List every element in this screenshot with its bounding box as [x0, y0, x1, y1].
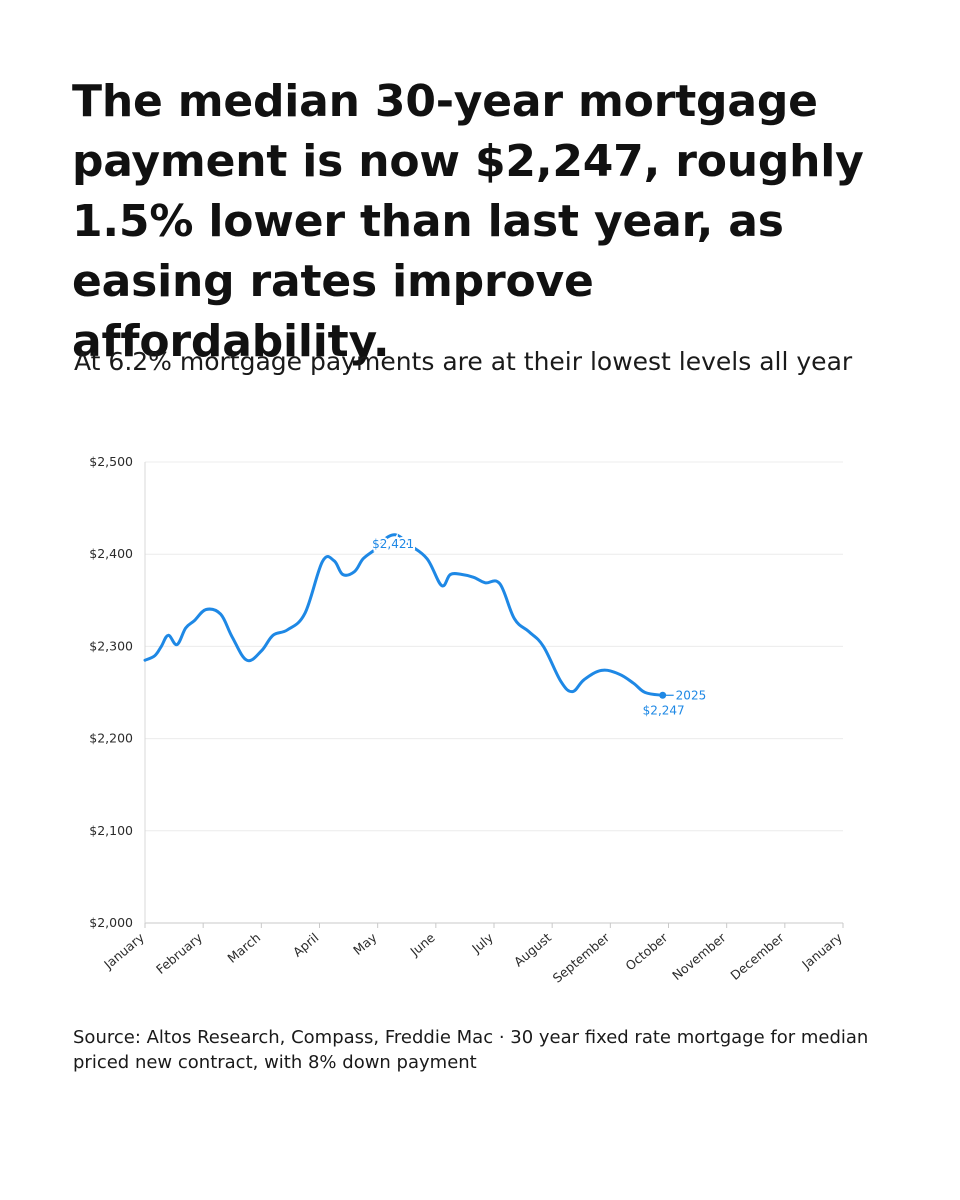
headline: The median 30-year mortgage payment is n… [72, 76, 864, 367]
y-tick-label: $2,200 [89, 731, 133, 746]
x-tick-label: January [798, 929, 845, 972]
grid-lines [144, 461, 844, 928]
y-tick-label: $2,500 [89, 454, 133, 469]
end-value-label: $2,247 [643, 703, 685, 717]
x-tick-label: February [153, 929, 206, 976]
series-label-2025: 2025 [676, 688, 707, 702]
y-tick-label: $2,000 [89, 915, 133, 930]
end-point-marker [659, 691, 667, 699]
x-tick-label: May [350, 929, 380, 957]
y-tick-label: $2,400 [89, 546, 133, 561]
x-tick-label: April [290, 930, 322, 960]
x-tick-label: August [511, 930, 554, 970]
x-tick-label: September [550, 929, 613, 985]
peak-value-label: $2,421 [372, 537, 414, 551]
x-axis-tick-labels: January February March April May June July Augu… [100, 929, 845, 985]
x-tick-label: July [468, 929, 496, 956]
x-tick-label: January [100, 929, 147, 972]
x-tick-label: June [406, 930, 437, 960]
subtitle: At 6.2% mortgage payments are at their l… [74, 347, 853, 376]
x-tick-label: December [727, 929, 787, 983]
y-axis-tick-labels: $2,000 $2,100 $2,200 $2,300 $2,400 $2,500 [89, 454, 133, 930]
x-tick-label: November [669, 929, 729, 983]
series-line-2025 [143, 533, 665, 697]
mortgage-payment-line-chart: $2,000 $2,100 $2,200 $2,300 $2,400 $2,500 Jan… [89, 454, 845, 986]
y-tick-label: $2,100 [89, 823, 133, 838]
x-tick-label: October [622, 929, 671, 973]
x-tick-label: March [224, 930, 263, 966]
source-note: Source: Altos Research, Compass, Freddie… [73, 1027, 869, 1073]
y-tick-label: $2,300 [89, 638, 133, 653]
